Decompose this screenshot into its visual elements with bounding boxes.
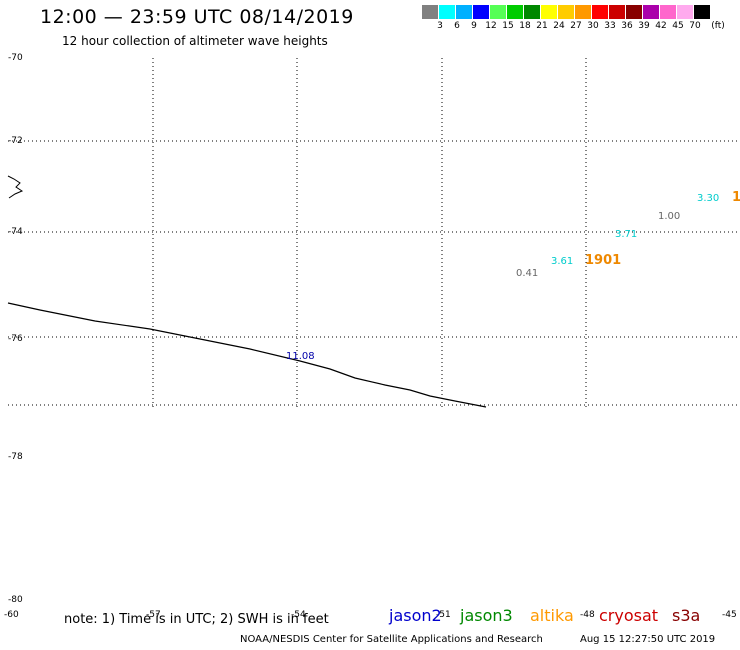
color-swatch: [490, 5, 507, 19]
satellite-jason3: jason3: [460, 606, 513, 625]
scale-label: 70: [689, 21, 701, 31]
credit-line: NOAA/NESDIS Center for Satellite Applica…: [240, 634, 543, 645]
lon-label: -57: [146, 610, 161, 620]
lon-label: -48: [580, 610, 595, 620]
swh-label: 1.00: [658, 211, 680, 222]
scale-label: 15: [502, 21, 514, 31]
swh-label: 3.30: [697, 193, 719, 204]
satellite-jason2: jason2: [389, 606, 442, 625]
color-swatch: [456, 5, 473, 19]
color-swatch: [660, 5, 677, 19]
lat-label: -78: [8, 452, 23, 462]
scale-label: 27: [570, 21, 582, 31]
scale-label: (ft): [711, 21, 725, 31]
scale-label: 42: [655, 21, 667, 31]
footer-note: note: 1) Time is in UTC; 2) SWH is in fe…: [64, 612, 329, 627]
color-swatch: [439, 5, 456, 19]
scale-label: 36: [621, 21, 633, 31]
map-subtitle: 12 hour collection of altimeter wave hei…: [62, 34, 328, 48]
scale-label: 24: [553, 21, 565, 31]
lat-label: -72: [8, 136, 23, 146]
scale-label: 21: [536, 21, 548, 31]
coastline: [7, 175, 24, 199]
color-swatch: [541, 5, 558, 19]
satellite-cryosat: cryosat: [599, 606, 659, 625]
swh-label: 3.71: [615, 229, 637, 240]
map-title: 12:00 — 23:59 UTC 08/14/2019: [40, 6, 354, 28]
scale-label: 39: [638, 21, 650, 31]
lon-label: -60: [4, 610, 19, 620]
color-scale-labels: 3 6 9 12 15 18 21 24 27 30 33 36 39 42 4…: [422, 21, 740, 33]
scale-label: 6: [454, 21, 460, 31]
color-swatch: [575, 5, 592, 19]
swh-label: 11.08: [286, 351, 315, 362]
color-swatch: [473, 5, 490, 19]
scale-label: 12: [485, 21, 497, 31]
lat-label: -80: [8, 595, 23, 605]
lon-label: -45: [722, 610, 737, 620]
scale-label: 3: [437, 21, 443, 31]
ice-edge-line: [7, 302, 487, 408]
lat-label: -74: [8, 227, 23, 237]
generated-timestamp: Aug 15 12:27:50 UTC 2019: [580, 634, 716, 645]
swh-label: 3.61: [551, 256, 573, 267]
scale-label: 9: [471, 21, 477, 31]
color-swatch: [558, 5, 575, 19]
scale-label: 30: [587, 21, 599, 31]
color-swatch: [643, 5, 660, 19]
color-swatch: [609, 5, 626, 19]
color-swatch: [524, 5, 541, 19]
scale-label: 18: [519, 21, 531, 31]
color-swatch: [677, 5, 694, 19]
swh-label: 0.41: [516, 268, 538, 279]
satellite-s3a: s3a: [672, 606, 701, 625]
color-scale-bar: [422, 5, 711, 19]
lat-label: -70: [8, 53, 23, 63]
lon-label: -51: [436, 610, 451, 620]
scale-label: 33: [604, 21, 616, 31]
lat-label: -76: [8, 334, 23, 344]
color-swatch: [592, 5, 609, 19]
swh-label: 1: [732, 190, 740, 205]
color-swatch: [694, 5, 711, 19]
satellite-altika: altika: [530, 606, 574, 625]
color-swatch: [626, 5, 643, 19]
lon-label: -54: [291, 610, 306, 620]
swh-label: 1901: [585, 253, 621, 268]
color-swatch: [422, 5, 439, 19]
color-swatch: [507, 5, 524, 19]
scale-label: 45: [672, 21, 684, 31]
